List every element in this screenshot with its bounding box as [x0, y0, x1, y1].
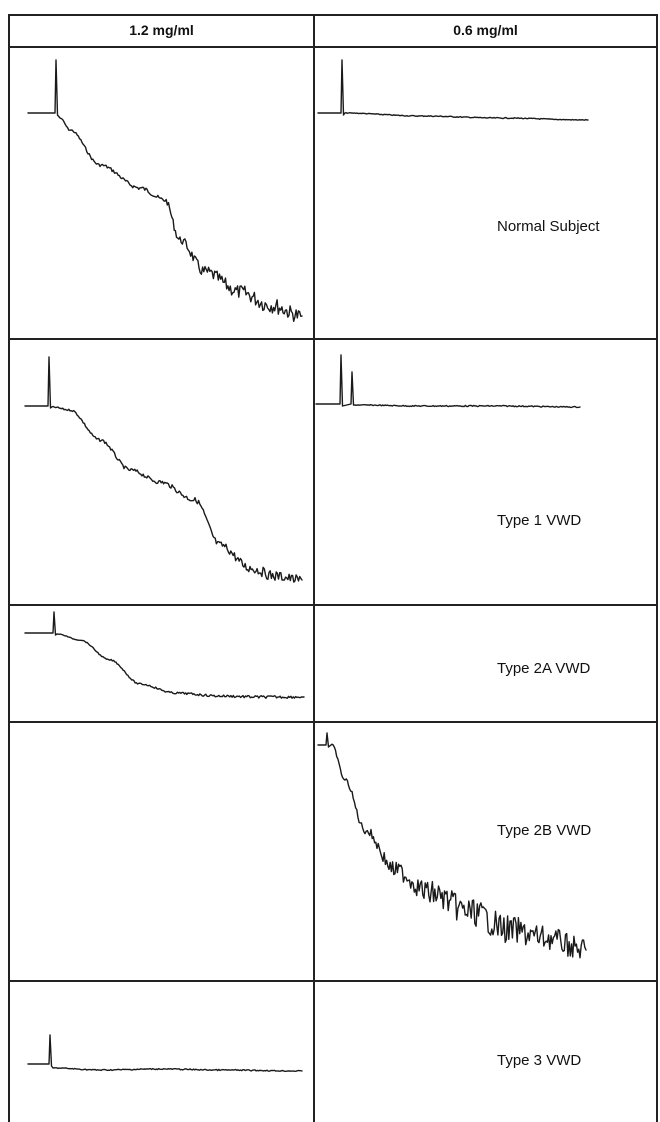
trace-type2a-1-2 — [24, 611, 305, 699]
row-label-type-2a-vwd: Type 2A VWD — [497, 660, 591, 677]
trace-type1-1-2 — [24, 356, 303, 583]
row-divider-2 — [8, 604, 658, 606]
column-divider — [313, 14, 315, 1122]
header-divider — [8, 46, 658, 48]
row-label-type-1-vwd: Type 1 VWD — [497, 512, 582, 529]
row-label-normal-subject: Normal Subject — [497, 218, 600, 235]
row-label-type-3-vwd: Type 3 VWD — [497, 1052, 582, 1069]
column-header-right: 0.6 mg/ml — [453, 22, 518, 38]
column-header-left: 1.2 mg/ml — [129, 22, 194, 38]
right-border — [656, 14, 658, 1122]
trace-normal-1-2 — [27, 59, 303, 322]
trace-type1-0-6 — [315, 354, 581, 409]
row-divider-3 — [8, 721, 658, 723]
left-border — [8, 14, 10, 1122]
trace-type3-1-2 — [27, 1034, 303, 1072]
trace-type2b-0-6 — [317, 732, 587, 959]
row-divider-1 — [8, 338, 658, 340]
trace-normal-0-6 — [317, 59, 589, 121]
top-border — [8, 14, 658, 16]
row-label-type-2b-vwd: Type 2B VWD — [497, 822, 592, 839]
row-divider-4 — [8, 980, 658, 982]
